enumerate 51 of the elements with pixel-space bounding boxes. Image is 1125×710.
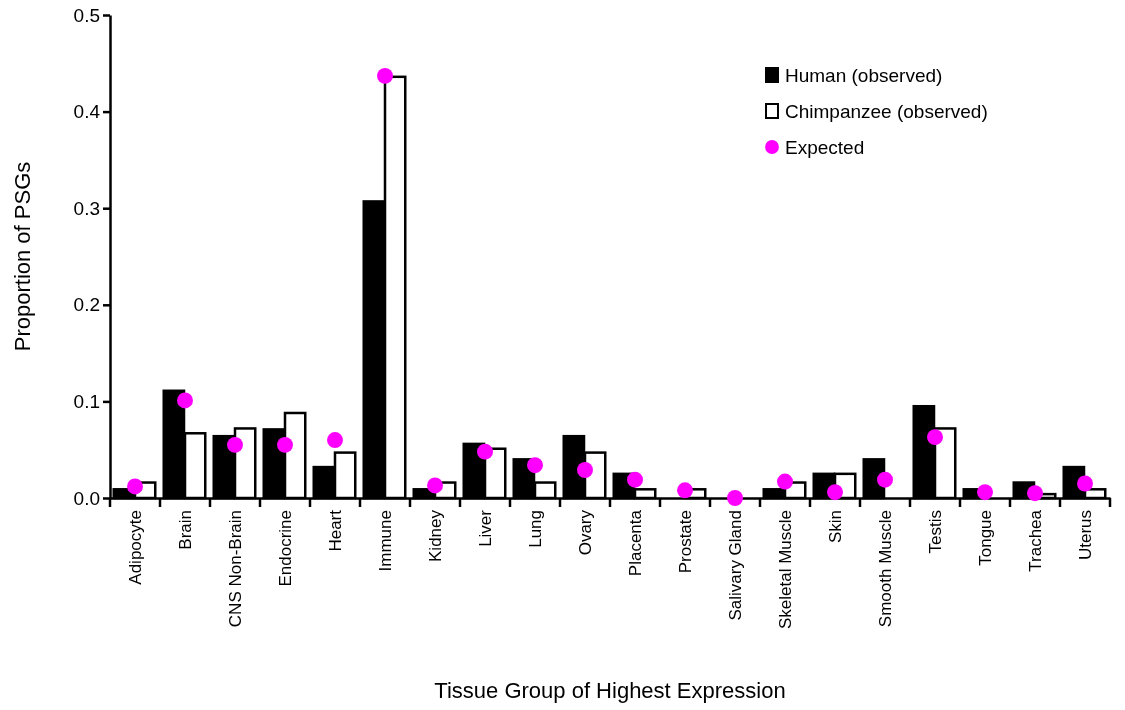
point bbox=[577, 462, 593, 478]
y-tick-label: 0.1 bbox=[73, 390, 100, 412]
legend-label: Expected bbox=[785, 136, 865, 158]
point bbox=[127, 478, 143, 495]
x-tick-label: Skeletal Muscle bbox=[775, 510, 795, 630]
x-tick-label: Immune bbox=[375, 510, 395, 572]
point bbox=[827, 484, 843, 501]
x-tick-label: Adipocyte bbox=[125, 510, 145, 585]
point bbox=[327, 432, 343, 448]
point bbox=[277, 436, 293, 453]
x-tick-label: Prostate bbox=[675, 510, 695, 574]
x-tick-label: Placenta bbox=[625, 509, 645, 577]
x-tick-label: Endocrine bbox=[275, 510, 295, 587]
point bbox=[677, 482, 693, 499]
x-tick-label: Testis bbox=[925, 510, 945, 554]
x-tick-label: Heart bbox=[325, 509, 345, 552]
y-tick-label: 0.0 bbox=[73, 487, 100, 509]
point bbox=[377, 67, 393, 84]
point bbox=[927, 429, 943, 446]
point bbox=[877, 471, 893, 488]
x-tick-label: Trachea bbox=[1025, 509, 1045, 572]
legend-label: Chimpanzee (observed) bbox=[785, 100, 988, 122]
x-tick-label: Liver bbox=[475, 509, 495, 547]
y-axis-title: Proportion of PSGs bbox=[10, 161, 35, 352]
point bbox=[627, 471, 643, 488]
point bbox=[1077, 475, 1093, 492]
point bbox=[727, 490, 743, 506]
x-tick-label: Tongue bbox=[975, 510, 995, 566]
x-tick-label: Ovary bbox=[575, 509, 595, 556]
point bbox=[427, 477, 443, 494]
point bbox=[477, 443, 493, 460]
point bbox=[227, 436, 243, 453]
x-tick-label: Salivary Gland bbox=[725, 510, 745, 621]
x-tick-label: Skin bbox=[825, 510, 845, 544]
y-tick-label: 0.2 bbox=[73, 294, 100, 316]
y-tick-label: 0.3 bbox=[73, 197, 100, 219]
x-tick-label: Smooth Muscle bbox=[875, 510, 895, 628]
point bbox=[527, 457, 543, 474]
x-tick-label: Uterus bbox=[1075, 510, 1095, 561]
y-tick-label: 0.5 bbox=[73, 4, 100, 26]
x-tick-label: Lung bbox=[525, 510, 545, 548]
x-tick-label: CNS Non-Brain bbox=[225, 510, 245, 628]
point bbox=[777, 473, 793, 490]
point bbox=[1027, 485, 1043, 502]
point bbox=[977, 484, 993, 501]
legend-label: Human (observed) bbox=[785, 64, 943, 86]
x-tick-label: Brain bbox=[175, 510, 195, 550]
point bbox=[177, 392, 193, 409]
y-tick-label: 0.4 bbox=[73, 101, 101, 123]
x-tick-label: Kidney bbox=[425, 509, 445, 562]
x-axis-title: Tissue Group of Highest Expression bbox=[434, 678, 786, 703]
